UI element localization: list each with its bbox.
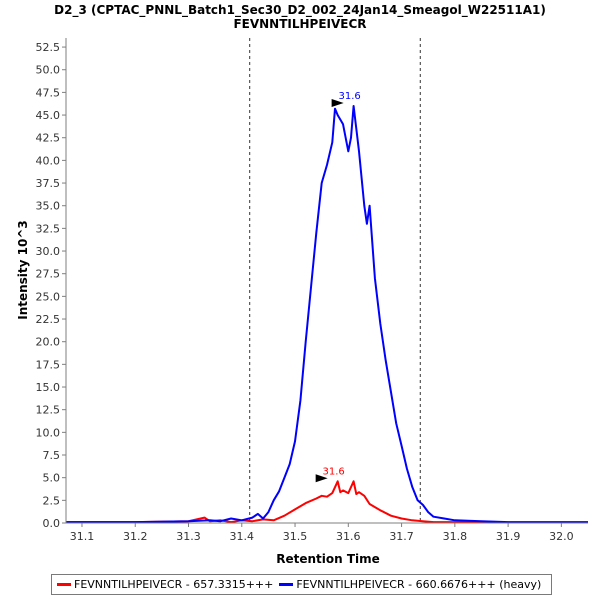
- x-tick-label: 31.1: [70, 530, 95, 543]
- legend-swatch-blue: [279, 583, 294, 586]
- x-tick-label: 31.5: [283, 530, 308, 543]
- legend-item-heavy: FEVNNTILHPEIVECR - 660.6676+++ (heavy): [279, 578, 541, 591]
- x-tick-label: 31.4: [230, 530, 255, 543]
- y-tick-label: 42.5: [36, 132, 61, 145]
- y-tick-label: 15.0: [36, 381, 61, 394]
- x-tick-label: 31.3: [176, 530, 201, 543]
- chart-title: D2_3 (CPTAC_PNNL_Batch1_Sec30_D2_002_24J…: [54, 3, 546, 17]
- peak-label-heavy: 31.6: [338, 91, 360, 102]
- legend-swatch-red: [57, 583, 71, 586]
- series-line-light: [66, 480, 588, 524]
- y-tick-label: 5.0: [43, 472, 61, 485]
- y-tick-label: 22.5: [36, 313, 61, 326]
- y-tick-label: 0.0: [43, 517, 61, 530]
- x-tick-label: 32.0: [549, 530, 574, 543]
- chromatogram-chart: 31.6 31.6 0.0 2.5 5.0 7.5 10.0 12.5 15.0 17.5 20.…: [16, 38, 588, 566]
- y-tick-label: 27.5: [36, 268, 61, 281]
- y-tick-label: 32.5: [36, 222, 61, 235]
- y-tick-label: 50.0: [36, 64, 61, 77]
- legend-item-light: FEVNNTILHPEIVECR - 657.3315+++: [57, 578, 273, 591]
- plot-area: [66, 38, 588, 523]
- y-tick-label: 35.0: [36, 200, 61, 213]
- x-tick-label: 31.6: [336, 530, 361, 543]
- series-line-heavy: [66, 105, 588, 524]
- legend-label-heavy: FEVNNTILHPEIVECR - 660.6676+++ (heavy): [296, 578, 542, 591]
- y-axis-label: Intensity 10^3: [16, 220, 30, 320]
- y-tick-label: 40.0: [36, 154, 61, 167]
- y-tick-label: 12.5: [36, 404, 61, 417]
- x-tick-label: 31.2: [123, 530, 148, 543]
- peak-marker-heavy: [331, 98, 344, 107]
- x-tick-label: 31.8: [443, 530, 468, 543]
- y-tick-label: 30.0: [36, 245, 61, 258]
- y-tick-label: 52.5: [36, 41, 61, 54]
- y-tick-label: 37.5: [36, 177, 61, 190]
- x-tick-label: 31.9: [496, 530, 521, 543]
- x-tick-label: 31.7: [389, 530, 414, 543]
- y-tick-label: 25.0: [36, 290, 61, 303]
- peak-marker-light: [315, 474, 328, 483]
- y-tick-label: 45.0: [36, 109, 61, 122]
- y-tick-label: 7.5: [43, 449, 61, 462]
- y-tick-label: 47.5: [36, 86, 61, 99]
- x-axis-label: Retention Time: [276, 552, 380, 566]
- chart-legend: FEVNNTILHPEIVECR - 657.3315+++ FEVNNTILH…: [51, 574, 552, 595]
- legend-label-light: FEVNNTILHPEIVECR - 657.3315+++: [74, 578, 274, 591]
- y-tick-label: 10.0: [36, 426, 61, 439]
- peak-label-light: 31.6: [323, 466, 345, 477]
- y-tick-label: 17.5: [36, 358, 61, 371]
- chart-subtitle: FEVNNTILHPEIVECR: [233, 17, 367, 31]
- y-tick-label: 20.0: [36, 336, 61, 349]
- y-tick-label: 2.5: [43, 494, 61, 507]
